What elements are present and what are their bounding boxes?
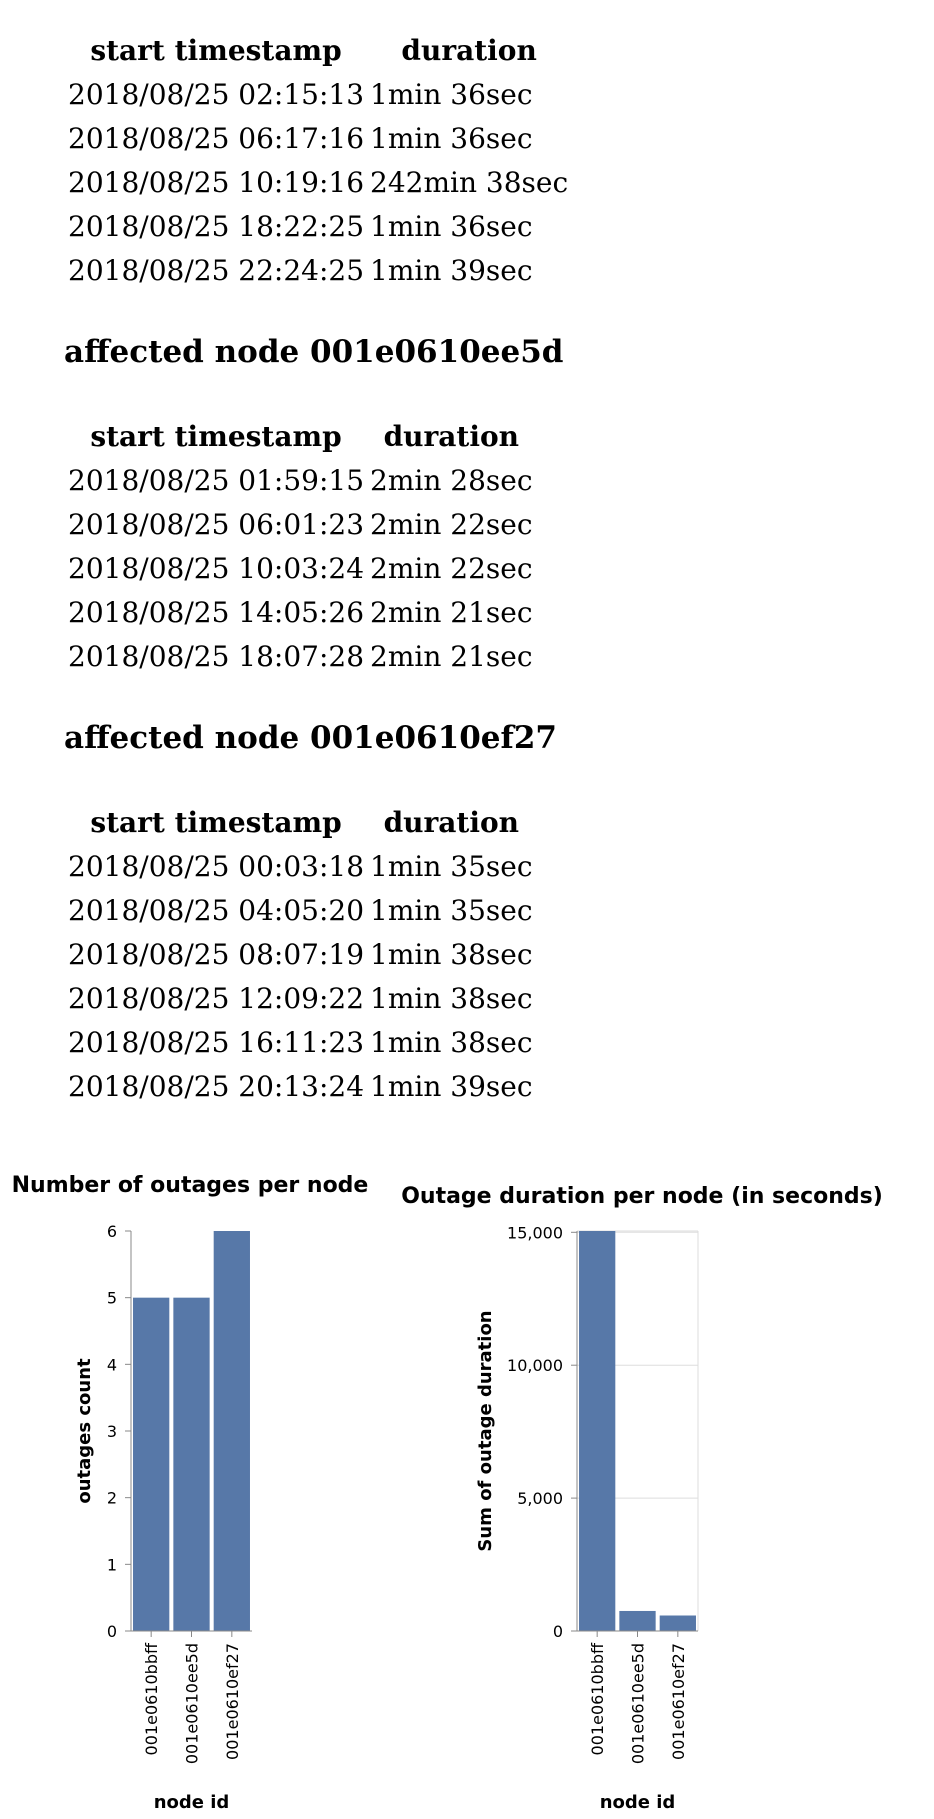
outage-duration-chart: 0 5,000 10,000 15,000 001e0610bbff 001e0610ee… (385, 1150, 905, 1819)
node-heading-ee5d: affected node 001e0610ee5d (64, 334, 564, 370)
x-tick-label: 001e0610ef27 (669, 1643, 688, 1760)
outage-duration-chart-svg: 0 5,000 10,000 15,000 001e0610bbff 001e0610ee… (401, 1184, 883, 1813)
start-timestamp-cell: 2018/08/25 06:01:23 (68, 507, 365, 541)
table-header-row: start timestamp duration (66, 28, 570, 72)
table-row: 2018/08/25 06:17:16 1min 36sec (66, 116, 570, 160)
y-tick-label: 0 (553, 1622, 563, 1641)
outage-table-ee5d: start timestamp duration 2018/08/25 01:5… (64, 414, 537, 678)
table-row: 2018/08/25 10:19:16 242min 38sec (66, 160, 570, 204)
x-tick-label: 001e0610bbff (142, 1642, 161, 1755)
node-heading-ef27: affected node 001e0610ef27 (64, 720, 557, 756)
start-timestamp-cell: 2018/08/25 18:07:28 (68, 639, 365, 673)
outages-count-chart: 0 1 2 3 4 5 6 001e0610bbff 001e0610ee5d 001e0610e… (0, 1150, 380, 1819)
table-row: 2018/08/25 00:03:18 1min 35sec (66, 844, 535, 888)
start-timestamp-cell: 2018/08/25 04:05:20 (68, 893, 365, 927)
start-timestamp-cell: 2018/08/25 00:03:18 (68, 849, 365, 883)
y-tick-label: 0 (107, 1622, 117, 1641)
table-row: 2018/08/25 04:05:20 1min 35sec (66, 888, 535, 932)
y-tick-label: 6 (107, 1222, 117, 1241)
duration-cell: 1min 39sec (370, 253, 533, 287)
x-tick-label: 001e0610ee5d (629, 1643, 648, 1764)
start-timestamp-cell: 2018/08/25 14:05:26 (68, 595, 365, 629)
column-header-start-timestamp: start timestamp (90, 33, 342, 67)
table-row: 2018/08/25 18:07:28 2min 21sec (66, 634, 535, 678)
duration-cell: 2min 22sec (370, 507, 533, 541)
table-header-row: start timestamp duration (66, 414, 535, 458)
duration-cell: 1min 38sec (370, 937, 533, 971)
x-tick-label: 001e0610ef27 (223, 1643, 242, 1760)
y-axis-title: Sum of outage duration (475, 1310, 496, 1551)
x-tick-label: 001e0610ee5d (183, 1643, 202, 1764)
duration-cell: 2min 22sec (370, 551, 533, 585)
start-timestamp-cell: 2018/08/25 06:17:16 (68, 121, 365, 155)
duration-cell: 1min 38sec (370, 1025, 533, 1059)
y-axis-title: outages count (74, 1358, 95, 1504)
bar-001e0610bbff (579, 1231, 616, 1631)
table-row: 2018/08/25 12:09:22 1min 38sec (66, 976, 535, 1020)
duration-cell: 242min 38sec (370, 165, 569, 199)
bar-001e0610bbff (133, 1297, 170, 1631)
x-tick-label: 001e0610bbff (588, 1642, 607, 1755)
y-tick-label: 4 (107, 1355, 117, 1374)
duration-cell: 1min 36sec (370, 121, 533, 155)
start-timestamp-cell: 2018/08/25 08:07:19 (68, 937, 365, 971)
y-tick-label: 3 (107, 1422, 117, 1441)
chart-title: Outage duration per node (in seconds) (401, 1184, 883, 1209)
start-timestamp-cell: 2018/08/25 20:13:24 (68, 1069, 365, 1103)
duration-cell: 1min 36sec (370, 209, 533, 243)
y-tick-label: 1 (107, 1555, 117, 1574)
bar-001e0610ee5d (173, 1297, 210, 1631)
outages-count-chart-svg: 0 1 2 3 4 5 6 001e0610bbff 001e0610ee5d 001e0610e… (12, 1173, 369, 1813)
start-timestamp-cell: 2018/08/25 18:22:25 (68, 209, 365, 243)
duration-cell: 1min 35sec (370, 849, 533, 883)
start-timestamp-cell: 2018/08/25 22:24:25 (68, 253, 365, 287)
bar-001e0610ee5d (619, 1610, 656, 1631)
duration-cell: 1min 39sec (370, 1069, 533, 1103)
table-row: 2018/08/25 10:03:24 2min 22sec (66, 546, 535, 590)
table-row: 2018/08/25 01:59:15 2min 28sec (66, 458, 535, 502)
y-tick-label: 5,000 (517, 1489, 563, 1508)
column-header-duration: duration (401, 33, 537, 67)
y-tick-label: 15,000 (507, 1223, 563, 1242)
duration-cell: 2min 28sec (370, 463, 533, 497)
x-axis-title: node id (154, 1792, 230, 1813)
outage-table-ef27: start timestamp duration 2018/08/25 00:0… (64, 800, 537, 1108)
start-timestamp-cell: 2018/08/25 02:15:13 (68, 77, 365, 111)
chart-title: Number of outages per node (12, 1173, 369, 1198)
y-tick-label: 5 (107, 1289, 117, 1308)
x-axis-title: node id (600, 1792, 676, 1813)
table-row: 2018/08/25 22:24:25 1min 39sec (66, 248, 570, 292)
table-row: 2018/08/25 20:13:24 1min 39sec (66, 1064, 535, 1108)
table-row: 2018/08/25 02:15:13 1min 36sec (66, 72, 570, 116)
duration-cell: 1min 38sec (370, 981, 533, 1015)
start-timestamp-cell: 2018/08/25 10:19:16 (68, 165, 365, 199)
table-row: 2018/08/25 06:01:23 2min 22sec (66, 502, 535, 546)
duration-cell: 1min 35sec (370, 893, 533, 927)
start-timestamp-cell: 2018/08/25 10:03:24 (68, 551, 365, 585)
y-tick-label: 10,000 (507, 1356, 563, 1375)
table-row: 2018/08/25 08:07:19 1min 38sec (66, 932, 535, 976)
start-timestamp-cell: 2018/08/25 16:11:23 (68, 1025, 365, 1059)
table-row: 2018/08/25 18:22:25 1min 36sec (66, 204, 570, 248)
outage-table-1: start timestamp duration 2018/08/25 02:1… (64, 28, 572, 292)
bar-001e0610ef27 (659, 1615, 696, 1631)
y-tick-label: 2 (107, 1489, 117, 1508)
duration-cell: 1min 36sec (370, 77, 533, 111)
column-header-duration: duration (383, 805, 520, 839)
duration-cell: 2min 21sec (370, 639, 533, 673)
table-row: 2018/08/25 14:05:26 2min 21sec (66, 590, 535, 634)
table-header-row: start timestamp duration (66, 800, 535, 844)
column-header-start-timestamp: start timestamp (90, 805, 342, 839)
column-header-start-timestamp: start timestamp (90, 419, 342, 453)
column-header-duration: duration (383, 419, 520, 453)
duration-cell: 2min 21sec (370, 595, 533, 629)
start-timestamp-cell: 2018/08/25 12:09:22 (68, 981, 365, 1015)
bar-001e0610ef27 (213, 1231, 250, 1631)
table-row: 2018/08/25 16:11:23 1min 38sec (66, 1020, 535, 1064)
start-timestamp-cell: 2018/08/25 01:59:15 (68, 463, 365, 497)
